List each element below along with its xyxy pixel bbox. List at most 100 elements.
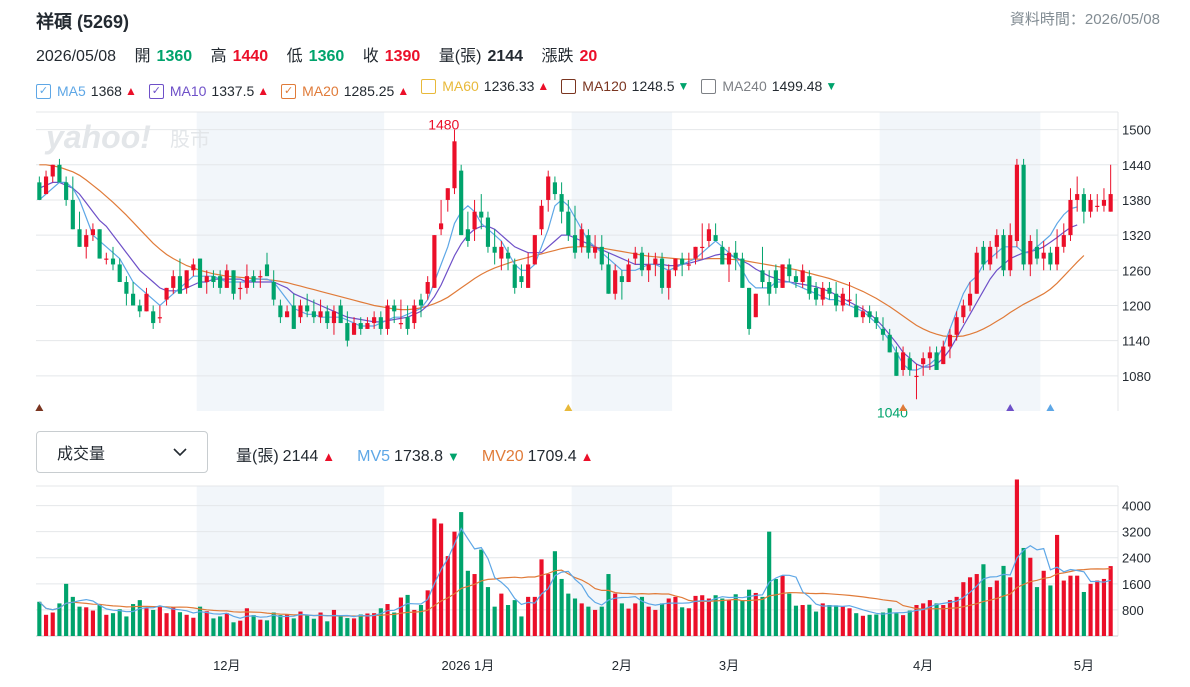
ma-legend-ma120[interactable]: MA120 1248.5 ▼: [561, 78, 689, 94]
ma-legend-ma20[interactable]: ✓ MA20 1285.25 ▲: [281, 83, 409, 99]
candle-body: [77, 229, 82, 247]
volume-bar: [70, 596, 75, 636]
volume-bar: [405, 594, 410, 636]
volume-bar: [43, 614, 49, 636]
arrow-up-icon: ▲: [124, 84, 137, 98]
volume-bar: [773, 578, 778, 636]
candle-body: [84, 235, 89, 247]
checkbox-icon[interactable]: ✓: [148, 83, 164, 99]
checkbox-icon[interactable]: [701, 78, 717, 94]
volume-bar: [981, 564, 986, 636]
volume-bar: [626, 608, 631, 636]
watermark-section: 股市: [170, 128, 210, 151]
volume-bar: [305, 614, 310, 636]
candle-body: [184, 270, 189, 288]
candle-body: [485, 217, 491, 247]
mv5-line: [38, 527, 1111, 619]
candle-body: [988, 246, 993, 265]
quote-change: 漲跌 20: [542, 48, 598, 65]
volume-bar: [345, 618, 350, 636]
candle-body: [1081, 194, 1086, 212]
candle-body: [994, 235, 999, 247]
candle-body: [137, 305, 142, 312]
volume-bar: [311, 618, 316, 636]
candle-body: [921, 358, 926, 365]
ma-legend-ma60[interactable]: MA60 1236.33 ▲: [421, 78, 549, 94]
candle-body: [1041, 252, 1046, 259]
volume-bar: [238, 620, 243, 636]
candle-body: [492, 246, 497, 253]
candle-body: [1021, 164, 1026, 265]
checkbox-icon[interactable]: ✓: [281, 83, 297, 99]
volume-bar: [197, 606, 203, 636]
checkbox-icon[interactable]: [561, 78, 577, 94]
volume-bar: [780, 575, 785, 636]
volume-bar: [37, 601, 42, 636]
volume-bar: [599, 606, 604, 636]
candle-body: [680, 258, 685, 265]
volume-bar: [144, 608, 149, 636]
quote-volume: 量(張) 2144: [439, 48, 523, 65]
volume-bar: [767, 531, 772, 636]
volume-bar: [747, 589, 752, 636]
candle-body: [753, 293, 758, 318]
volume-bar: [887, 608, 892, 636]
volume-bar: [787, 593, 792, 636]
volume-bar: [1075, 575, 1080, 636]
candle-body: [1028, 240, 1033, 265]
candle-body: [874, 317, 879, 324]
volume-bar: [439, 523, 444, 636]
quote-open-label: 開: [134, 48, 151, 65]
volume-bar: [840, 606, 845, 636]
volume-bar: [325, 621, 330, 636]
candle-body: [593, 246, 598, 253]
volume-indicator-select[interactable]: 成交量: [36, 431, 208, 473]
ma-legend-ma5[interactable]: ✓ MA5 1368 ▲: [36, 83, 137, 99]
candle-body: [298, 305, 303, 318]
checkbox-icon[interactable]: ✓: [36, 83, 51, 99]
quote-low: 低 1360: [287, 48, 345, 65]
candle-body: [251, 276, 256, 283]
volume-bar: [867, 614, 872, 636]
candle-body: [747, 287, 752, 329]
x-axis-label: 3月: [719, 658, 739, 673]
arrow-down-icon: ▼: [446, 449, 460, 464]
month-band: [879, 486, 1041, 636]
volume-tick-label: 3200: [1122, 525, 1151, 540]
quote-date: 2026/05/08: [36, 48, 117, 65]
candle-body: [626, 264, 631, 283]
volume-bar: [1021, 547, 1026, 636]
ma-legend-ma10[interactable]: ✓ MA10 1337.5 ▲: [148, 83, 269, 99]
candle-body: [358, 323, 363, 329]
candle-body: [613, 270, 618, 294]
volume-bar: [372, 613, 377, 636]
candle-body: [639, 252, 645, 271]
candle-body: [767, 282, 772, 294]
price-tick-label: 1500: [1122, 123, 1151, 138]
ma-legend-name: MA5: [57, 83, 86, 99]
volume-bar: [264, 620, 270, 636]
candle-body: [526, 264, 531, 288]
volume-bar: [847, 608, 852, 636]
price-tick-label: 1260: [1122, 263, 1151, 278]
volume-bar: [385, 604, 390, 636]
volume-bar: [532, 596, 537, 636]
candle-body: [1008, 235, 1013, 271]
candle-body: [311, 311, 316, 318]
ma-legend-ma240[interactable]: MA240 1499.48 ▼: [701, 78, 837, 94]
volume-bar: [258, 619, 263, 636]
month-band: [196, 486, 385, 636]
candle-body: [519, 276, 524, 283]
volume-bar: [988, 587, 993, 636]
candle-body: [37, 182, 42, 200]
volume-bar: [552, 551, 557, 636]
candle-body: [780, 264, 785, 288]
month-band: [571, 112, 673, 411]
volume-bar: [706, 598, 711, 636]
checkbox-icon[interactable]: [421, 78, 437, 94]
volume-tick-label: 4000: [1122, 499, 1151, 514]
volume-bar: [1081, 591, 1086, 636]
volume-bar: [124, 616, 129, 636]
volume-bar: [947, 600, 953, 636]
